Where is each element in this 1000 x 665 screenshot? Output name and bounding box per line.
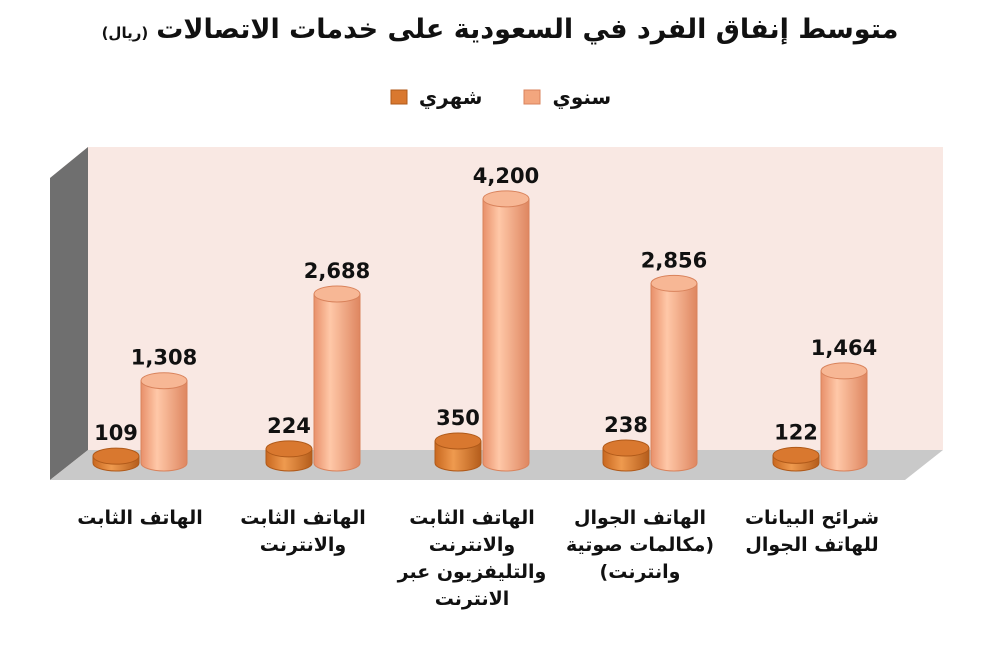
category-label-line: والانترنت (259, 534, 347, 556)
chart-title-text: متوسط إنفاق الفرد في السعودية على خدمات … (156, 14, 899, 45)
bar-annual-3 (650, 274, 698, 472)
category-label-line: شرائح البيانات (744, 507, 880, 529)
bar-annual-3-body (650, 282, 698, 472)
category-label-line: الهاتف الثابت (77, 507, 203, 529)
data-label-annual-2: 4,200 (473, 164, 539, 188)
chart-title: متوسط إنفاق الفرد في السعودية على خدمات … (0, 14, 1000, 54)
data-label-annual-3: 2,856 (641, 248, 707, 272)
bar-annual-0-body (140, 380, 188, 472)
data-label-monthly-3: 238 (604, 413, 648, 437)
bar-annual-0 (140, 372, 188, 472)
category-label-0: الهاتف الثابت (55, 505, 225, 532)
side-wall (50, 147, 88, 480)
legend: سنوي شهري (0, 82, 1000, 112)
legend-item-monthly: شهري (389, 85, 483, 109)
data-label-monthly-4: 122 (774, 420, 818, 444)
bar-monthly-1 (265, 440, 313, 472)
bar-annual-2 (482, 190, 530, 472)
bar-annual-3-top (650, 274, 698, 292)
category-label-line: للهاتف الجوال (745, 534, 879, 556)
chart-subtitle: (ريال) (101, 24, 149, 42)
bar-monthly-2-top (434, 432, 482, 450)
bar-annual-1-top (313, 285, 361, 303)
bar-monthly-0-top (92, 447, 140, 465)
bar-annual-4 (820, 362, 868, 472)
category-label-line: (مكالمات صوتية (565, 534, 715, 556)
bar-annual-4-top (820, 362, 868, 380)
legend-swatch-monthly (390, 89, 408, 105)
category-label-line: الهاتف الجوال (574, 507, 706, 529)
bar-annual-4-body (820, 370, 868, 472)
data-label-annual-1: 2,688 (304, 259, 370, 283)
data-label-annual-0: 1,308 (131, 346, 197, 370)
category-label-3: الهاتف الجوال (مكالمات صوتية وانترنت) (555, 505, 725, 586)
legend-label-monthly: شهري (418, 85, 483, 109)
data-label-monthly-0: 109 (94, 421, 138, 445)
legend-swatch-annual (523, 89, 541, 105)
bar-annual-1 (313, 285, 361, 472)
category-label-line: والانترنت (428, 534, 516, 556)
category-label-line: الهاتف الثابت (240, 507, 366, 529)
data-label-monthly-1: 224 (267, 414, 311, 438)
data-label-monthly-2: 350 (436, 406, 480, 430)
bar-annual-0-top (140, 372, 188, 390)
category-label-line: وانترنت) (599, 561, 681, 583)
bar-annual-2-top (482, 190, 530, 208)
bar-annual-1-body (313, 293, 361, 472)
bar-annual-2-body (482, 198, 530, 472)
legend-label-annual: سنوي (552, 85, 612, 109)
bar-monthly-2-body (434, 440, 482, 472)
bar-monthly-3 (602, 439, 650, 472)
category-label-1: الهاتف الثابت والانترنت (218, 505, 388, 559)
bar-monthly-4-top (772, 446, 820, 464)
category-label-4: شرائح البيانات للهاتف الجوال (727, 505, 897, 559)
category-label-line: والتليفزيون عبر (397, 561, 547, 583)
bar-monthly-2 (434, 432, 482, 472)
bar-monthly-3-top (602, 439, 650, 457)
category-label-2: الهاتف الثابت والانترنت والتليفزيون عبر الا… (387, 505, 557, 613)
data-label-annual-4: 1,464 (811, 336, 877, 360)
category-label-line: الانترنت (434, 588, 510, 610)
bar-monthly-1-top (265, 440, 313, 458)
bar-monthly-0 (92, 447, 140, 472)
legend-item-annual: سنوي (522, 85, 611, 109)
bar-monthly-4 (772, 446, 820, 472)
category-label-line: الهاتف الثابت (409, 507, 535, 529)
